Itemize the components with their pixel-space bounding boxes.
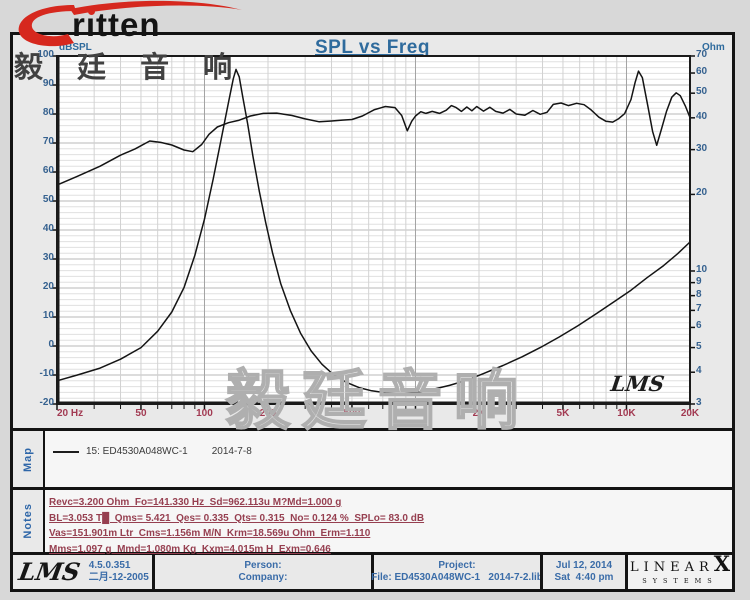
left-axis-tick-label: 70: [42, 136, 54, 147]
legend-curve-name: 15: ED4530A048WC-1: [86, 446, 188, 457]
map-row: Map 15: ED4530A048WC-1 2014-7-8: [13, 428, 732, 490]
project-label: Project:: [438, 560, 476, 571]
brand-logo: rıtten: [10, 0, 248, 52]
footer-version-cell: LMS 4.5.0.351 二月-12-2005: [13, 555, 152, 589]
plot-area: [52, 55, 695, 410]
left-axis-tick-label: 30: [42, 252, 54, 263]
map-row-label: Map: [22, 446, 34, 472]
app-version: 4.5.0.351: [88, 560, 131, 571]
right-axis-tick-label: 3: [696, 397, 702, 408]
lms-chart-signature: LMS: [609, 371, 666, 396]
legend-line-sample: [53, 450, 79, 453]
person-label: Person:: [244, 560, 282, 571]
right-axis-tick-label: 7: [696, 303, 702, 315]
right-axis-tick-label: 10: [696, 263, 708, 275]
lms-footer-logo: LMS: [16, 557, 83, 586]
right-axis-tick-label: 9: [696, 275, 702, 287]
spl-curve: [56, 70, 691, 186]
brand-i-dot-icon: [88, 8, 95, 15]
right-axis-tick-label: 4: [696, 365, 702, 377]
report-time: Sat 4:40 pm: [554, 572, 614, 583]
linearx-x-mark: X: [713, 550, 731, 576]
company-label: Company:: [238, 572, 288, 583]
right-axis-tick-label: 30: [696, 142, 708, 154]
footer-project-cell: Project: File: ED4530A048WC-1 2014-7-2.l…: [371, 555, 543, 589]
right-axis-tick-label: 50: [696, 86, 708, 98]
notes-row: Notes Revc=3.200 Ohm Fo=141.330 Hz Sd=96…: [13, 490, 732, 555]
legend-curve-date: 2014-7-8: [211, 446, 252, 457]
chart-title: SPL vs Freq: [315, 37, 430, 58]
left-axis-tick-label: 20: [42, 281, 54, 292]
brand-swoosh-icon: [18, 0, 242, 47]
left-axis-tick-label: -10: [39, 368, 54, 379]
notes-line: Revc=3.200 Ohm Fo=141.330 Hz Sd=962.113u…: [49, 497, 342, 508]
notes-lines: Revc=3.200 Ohm Fo=141.330 Hz Sd=962.113u…: [49, 495, 728, 557]
right-axis-tick-label: 40: [696, 110, 708, 122]
brand-wordmark: rıtten: [72, 6, 161, 43]
notes-line: BL=3.053 T█ Qms= 5.421 Qes= 0.335 Qts= 0…: [49, 512, 425, 524]
footer-person-cell: Person: Company:: [152, 555, 371, 589]
footer-datetime-cell: Jul 12, 2014 Sat 4:40 pm: [540, 555, 625, 589]
left-axis-tick-label: -20: [39, 397, 54, 408]
left-axis-tick-label: 10: [42, 310, 54, 321]
footer-row: LMS 4.5.0.351 二月-12-2005 Person: Company…: [13, 550, 732, 589]
notes-line: Mms=1.097 g Mmd=1.080m Kg Kxm=4.015m H E…: [49, 543, 331, 555]
right-axis-tick-label: 20: [696, 187, 708, 199]
left-axis-unit: dBSPL: [59, 42, 92, 53]
linearx-systems-text: SYSTEMS: [642, 576, 718, 585]
report-date: Jul 12, 2014: [555, 560, 613, 571]
right-axis-tick-label: 8: [696, 288, 702, 300]
x-axis-tick-label: 20 Hz: [57, 408, 84, 419]
left-axis-tick-label: 40: [42, 223, 54, 234]
notes-line: Vas=151.901m Ltr Cms=1.156m M/N Krm=18.5…: [49, 528, 371, 539]
map-row-label-cell: Map: [13, 431, 45, 487]
curve-legend: 15: ED4530A048WC-1 2014-7-8: [53, 446, 252, 457]
left-axis-tick-label: 0: [48, 339, 54, 350]
right-axis-tick-label: 60: [696, 66, 708, 78]
project-file: File: ED4530A048WC-1 2014-7-2.lib: [371, 572, 543, 583]
brand-chinese-name: 毅 廷 音 响: [14, 52, 246, 84]
impedance-curve: [56, 68, 691, 395]
left-axis-tick-label: 60: [42, 165, 54, 176]
notes-row-label-cell: Notes: [13, 490, 45, 552]
right-axis-tick-label: 6: [696, 320, 702, 332]
left-axis-tick-label: 50: [42, 194, 54, 205]
left-axis-tick-label: 80: [42, 107, 54, 118]
notes-row-label: Notes: [22, 503, 34, 539]
app-release-date: 二月-12-2005: [88, 572, 149, 583]
linearx-logo: LINEAR X SYSTEMS: [625, 550, 732, 589]
right-axis-tick-label: 5: [696, 340, 702, 352]
right-axis-unit: Ohm: [702, 42, 725, 53]
linearx-wordmark: LINEAR: [629, 559, 714, 575]
report-frame: SPL vs Freq dBSPL Ohm 100 90 80 70 60 50 40 30 2…: [10, 32, 735, 592]
